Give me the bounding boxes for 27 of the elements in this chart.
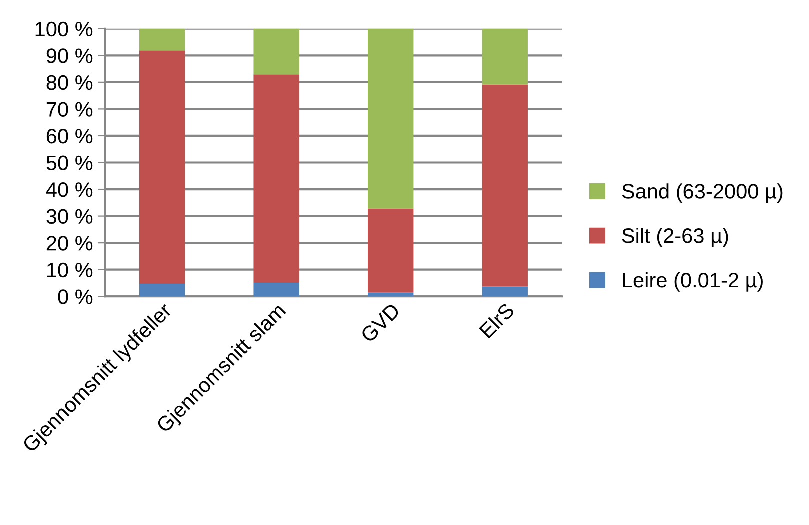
y-tick-label: 80 %	[46, 75, 93, 90]
bar	[368, 208, 414, 293]
y-tick-label: 0 %	[58, 290, 93, 304]
x-tick-label: ElrS	[478, 302, 516, 339]
bar	[254, 28, 300, 75]
bar	[254, 282, 300, 297]
y-tick-label: 70 %	[46, 102, 93, 117]
y-tick-label: 20 %	[46, 236, 93, 251]
bar	[254, 74, 300, 283]
bar	[139, 28, 186, 51]
y-tick-label: 100 %	[36, 22, 93, 37]
y-tick-label: 60 %	[46, 128, 93, 144]
y-tick-label: 30 %	[46, 209, 93, 224]
y-tick-label: 40 %	[46, 182, 93, 198]
legend-label: Sand (63-2000 µ)	[622, 184, 783, 204]
y-tick-label: 50 %	[46, 156, 93, 171]
bar	[139, 284, 186, 297]
bar	[368, 292, 414, 297]
bar	[482, 84, 528, 287]
bar	[368, 28, 414, 209]
bar	[482, 28, 528, 85]
legend-label: Leire (0.01-2 µ)	[623, 272, 763, 292]
y-tick-label: 10 %	[47, 262, 93, 278]
y-tick-label: 90 %	[46, 48, 93, 64]
bar	[139, 50, 186, 284]
legend-label: Silt (2-63 µ)	[622, 228, 728, 248]
bar	[482, 286, 528, 297]
